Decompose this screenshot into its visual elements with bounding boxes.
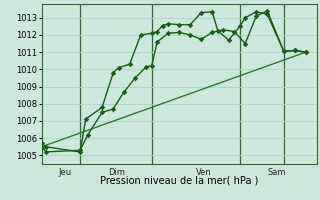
Text: Jeu: Jeu <box>58 168 71 177</box>
Text: Ven: Ven <box>196 168 212 177</box>
Text: Dim: Dim <box>108 168 125 177</box>
Text: Sam: Sam <box>267 168 286 177</box>
X-axis label: Pression niveau de la mer( hPa ): Pression niveau de la mer( hPa ) <box>100 175 258 185</box>
